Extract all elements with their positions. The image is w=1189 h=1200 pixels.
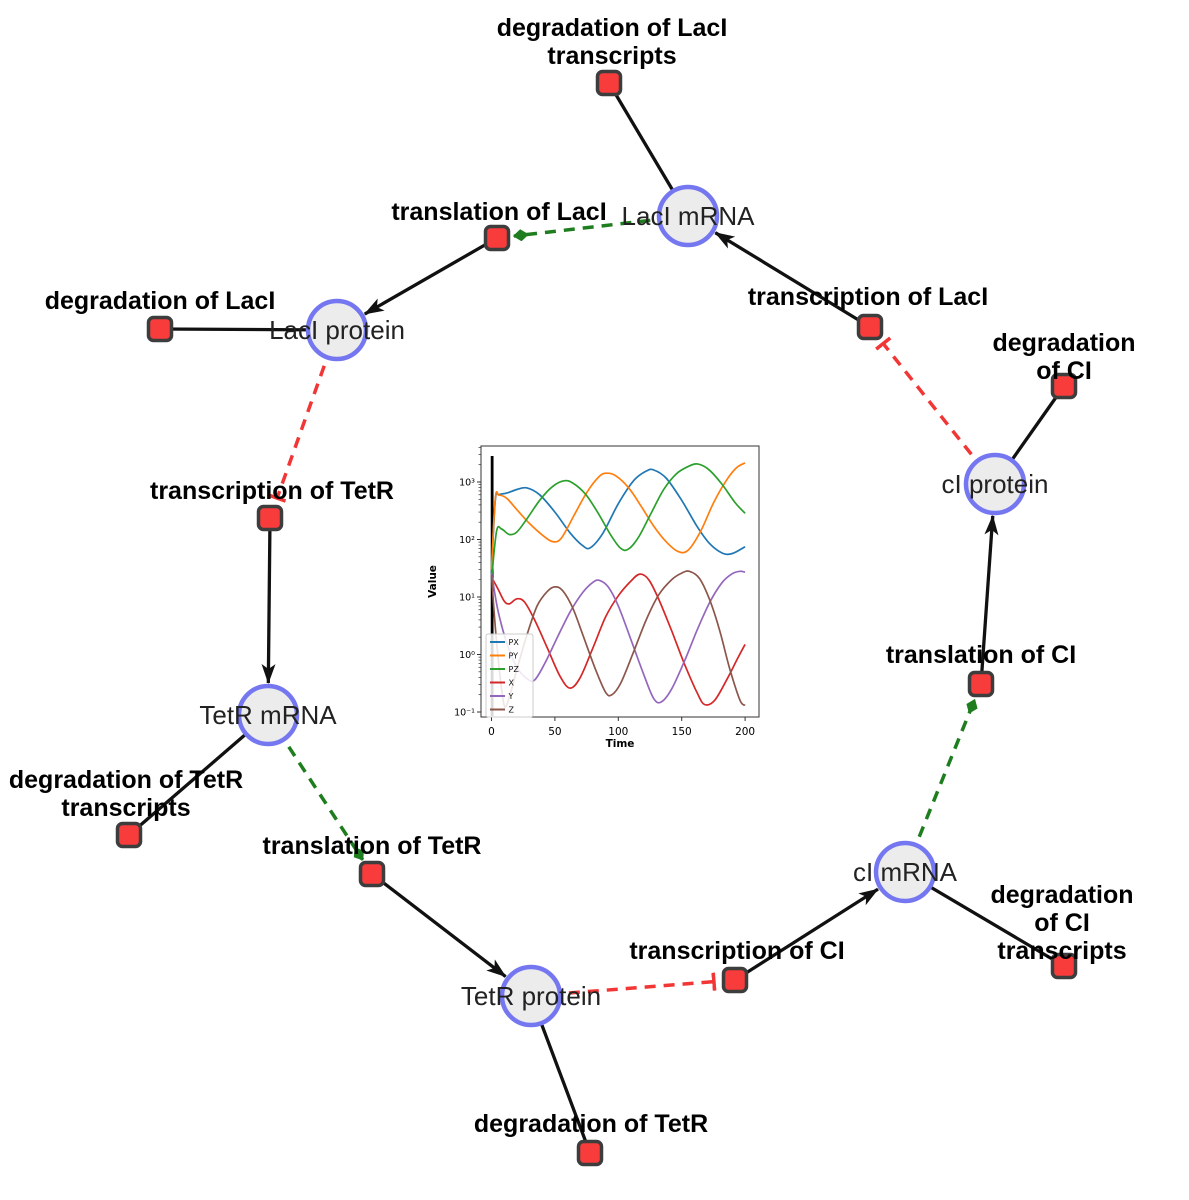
- svg-text:50: 50: [548, 726, 561, 738]
- reaction-node-transcription-tetr[interactable]: [256, 504, 284, 532]
- edge-transcription-tetr--tetr-mrna: [261, 517, 276, 685]
- series-PY: [490, 462, 746, 570]
- plot-area: [480, 445, 760, 718]
- reaction-node-deg-laci-transcripts[interactable]: [595, 69, 623, 97]
- edge-translation-laci--laci-protein: [363, 236, 498, 316]
- inset-chart: 10⁻¹ 10⁰ 10¹ 10² 10³ 0 50 100 150 200 Time Value PX P…: [424, 429, 792, 763]
- edge-transcription-laci--laci-mrna: [714, 231, 871, 329]
- species-node-tetr-protein[interactable]: [499, 964, 563, 1028]
- svg-text:200: 200: [735, 726, 755, 738]
- svg-text:0: 0: [488, 726, 495, 738]
- reaction-node-deg-tetr-transcripts[interactable]: [115, 821, 143, 849]
- reaction-node-deg-ci[interactable]: [1050, 372, 1078, 400]
- reaction-node-translation-ci[interactable]: [967, 670, 995, 698]
- svg-text:10²: 10²: [459, 535, 475, 546]
- edge-translation-ci--ci-protein: [979, 514, 999, 685]
- reaction-node-deg-tetr[interactable]: [576, 1139, 604, 1167]
- reaction-node-transcription-laci[interactable]: [856, 313, 884, 341]
- legend-label-PY: PY: [509, 652, 519, 661]
- reaction-node-transcription-ci[interactable]: [721, 966, 749, 994]
- nodes-layer: [115, 69, 1078, 1167]
- edge-ci-mrna--translation-ci: [903, 698, 978, 873]
- svg-text:150: 150: [672, 726, 692, 738]
- y-axis-label: Value: [427, 565, 439, 598]
- edge-translation-tetr--tetr-protein: [370, 872, 507, 978]
- species-node-laci-mrna[interactable]: [656, 184, 720, 248]
- legend-label-Y: Y: [508, 692, 514, 701]
- chart-legend: PX PY PZ XYZ: [485, 633, 534, 718]
- species-node-ci-protein[interactable]: [963, 452, 1027, 516]
- x-axis-label: Time: [606, 738, 635, 750]
- svg-text:10⁰: 10⁰: [459, 650, 475, 661]
- reaction-node-translation-tetr[interactable]: [358, 860, 386, 888]
- svg-text:10³: 10³: [459, 478, 475, 489]
- edge-tetr-protein--transcription-ci: [530, 972, 717, 998]
- legend-label-PZ: PZ: [509, 665, 520, 674]
- reaction-node-translation-laci[interactable]: [483, 224, 511, 252]
- legend-label-Z: Z: [509, 706, 515, 715]
- series-PZ: [490, 463, 746, 580]
- edge-transcription-ci--ci-mrna: [734, 887, 879, 982]
- species-node-ci-mrna[interactable]: [873, 840, 937, 904]
- legend-label-PX: PX: [509, 638, 520, 647]
- species-node-tetr-mrna[interactable]: [236, 683, 300, 747]
- y-axis: 10⁻¹ 10⁰ 10¹ 10² 10³: [454, 447, 481, 719]
- reaction-node-deg-laci[interactable]: [146, 315, 174, 343]
- svg-text:10¹: 10¹: [459, 593, 475, 604]
- x-axis: 0 50 100 150 200: [488, 717, 755, 738]
- reaction-node-deg-ci-transcripts[interactable]: [1050, 952, 1078, 980]
- legend-label-X: X: [509, 679, 515, 688]
- svg-text:100: 100: [608, 726, 628, 738]
- series-X: [490, 573, 746, 706]
- species-node-laci-protein[interactable]: [305, 298, 369, 362]
- svg-text:10⁻¹: 10⁻¹: [454, 708, 475, 719]
